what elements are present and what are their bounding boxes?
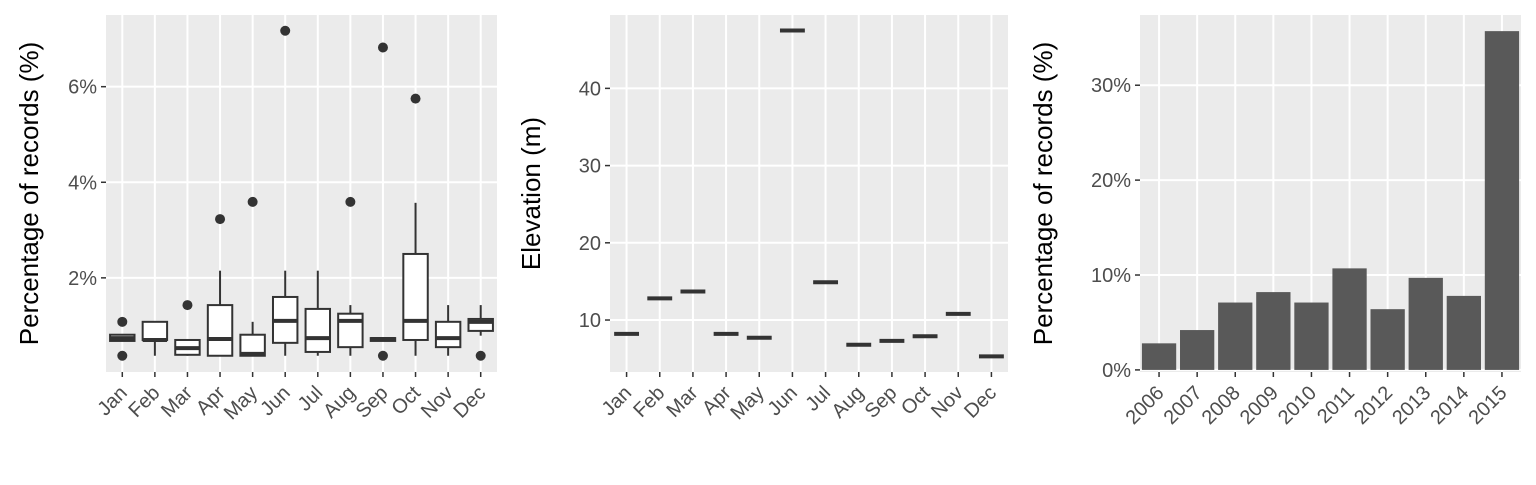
x-tick-label: 2006 bbox=[1122, 382, 1169, 429]
box bbox=[434, 320, 462, 349]
plot-background bbox=[610, 15, 1008, 372]
y-tick-label: 30% bbox=[1091, 75, 1131, 97]
box bbox=[206, 304, 234, 357]
bar bbox=[1446, 295, 1481, 370]
x-tick-label: 2015 bbox=[1464, 382, 1511, 429]
outlier bbox=[280, 25, 291, 36]
bar bbox=[1484, 31, 1520, 370]
y-tick-label: 0% bbox=[1102, 360, 1131, 382]
y-tick-label: 30 bbox=[579, 156, 601, 178]
plot-background bbox=[106, 15, 497, 372]
x-tick-label: Dec bbox=[450, 382, 491, 423]
x-tick-label: Sep bbox=[861, 382, 902, 423]
bar bbox=[1141, 343, 1177, 370]
outlier bbox=[475, 350, 486, 361]
outlier bbox=[182, 300, 193, 311]
x-tick-label: May bbox=[220, 382, 262, 424]
outlier bbox=[247, 196, 258, 207]
bar bbox=[1332, 268, 1367, 370]
panel: 0%10%20%30%20062007200820092010201120122… bbox=[1028, 15, 1521, 429]
y-tick-label: 10% bbox=[1091, 265, 1131, 287]
outlier bbox=[377, 42, 388, 53]
outlier bbox=[117, 316, 128, 327]
y-tick-label: 40 bbox=[579, 78, 601, 100]
panel: 2%4%6%JanFebMarAprMayJunJulAugSepOctNovD… bbox=[14, 15, 497, 424]
x-tick-label: 2008 bbox=[1198, 382, 1245, 429]
x-tick-label: May bbox=[727, 382, 769, 424]
x-tick-label: Aug bbox=[319, 382, 360, 423]
x-tick-label: Sep bbox=[352, 382, 393, 423]
x-tick-label: Oct bbox=[897, 382, 935, 420]
box bbox=[337, 312, 364, 349]
bar bbox=[1256, 292, 1291, 370]
bar bbox=[1408, 277, 1443, 370]
x-tick-label: Apr bbox=[698, 382, 736, 420]
box bbox=[402, 252, 429, 341]
x-tick-label: 2011 bbox=[1313, 382, 1359, 428]
x-tick-label: Feb bbox=[124, 382, 164, 422]
bar bbox=[1294, 302, 1329, 370]
bar bbox=[1180, 330, 1215, 370]
y-tick-label: 10 bbox=[579, 310, 601, 332]
x-tick-label: Mar bbox=[157, 382, 197, 422]
y-tick-label: 2% bbox=[68, 268, 97, 290]
x-tick-label: 2007 bbox=[1160, 382, 1207, 429]
box bbox=[141, 320, 169, 341]
box bbox=[467, 317, 494, 332]
y-axis-title: Elevation (m) bbox=[516, 117, 546, 270]
bar bbox=[1370, 309, 1405, 370]
x-tick-label: 2009 bbox=[1236, 382, 1283, 429]
x-tick-label: 2014 bbox=[1426, 382, 1473, 429]
y-tick-label: 20% bbox=[1091, 170, 1131, 192]
x-tick-label: Dec bbox=[960, 382, 1001, 423]
box bbox=[304, 307, 332, 353]
x-tick-label: 2013 bbox=[1388, 382, 1435, 429]
outlier bbox=[377, 350, 388, 361]
y-tick-label: 6% bbox=[68, 77, 97, 99]
bar bbox=[1218, 302, 1253, 370]
x-tick-label: 2010 bbox=[1274, 382, 1321, 429]
x-tick-label: 2012 bbox=[1350, 382, 1397, 429]
x-tick-label: Nov bbox=[417, 382, 458, 423]
x-tick-label: Nov bbox=[927, 382, 968, 423]
x-tick-label: Jun bbox=[256, 382, 294, 420]
x-tick-label: Feb bbox=[629, 382, 669, 422]
x-tick-label: Oct bbox=[388, 382, 426, 420]
y-tick-label: 4% bbox=[68, 172, 97, 194]
x-tick-label: Aug bbox=[828, 382, 869, 423]
outlier bbox=[215, 214, 226, 225]
y-tick-label: 20 bbox=[579, 233, 601, 255]
x-tick-label: Jan bbox=[598, 382, 636, 420]
outlier bbox=[117, 350, 128, 361]
x-tick-label: Mar bbox=[663, 382, 703, 422]
outlier bbox=[345, 196, 356, 207]
outlier bbox=[410, 93, 421, 104]
y-axis-title: Percentage of records (%) bbox=[14, 42, 44, 345]
x-tick-label: Jan bbox=[93, 382, 131, 420]
y-axis-title: Percentage of records (%) bbox=[1028, 42, 1058, 345]
x-tick-label: Jun bbox=[764, 382, 802, 420]
